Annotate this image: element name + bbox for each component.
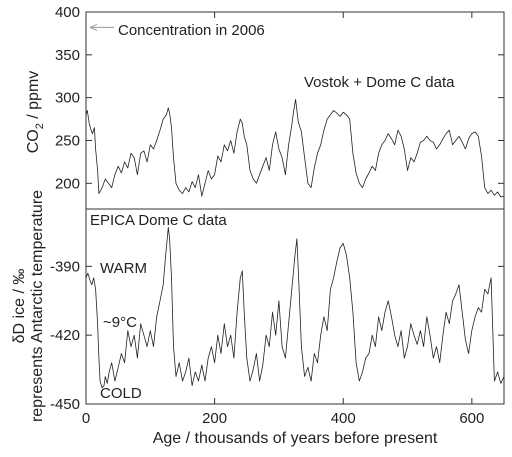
xtick-label: 400 xyxy=(331,410,356,427)
co2-ytick-label: 350 xyxy=(55,47,80,64)
co2-source-label: Vostok + Dome C data xyxy=(304,74,455,91)
co2-series-line xyxy=(85,99,505,198)
cold-label: COLD xyxy=(100,385,142,402)
x-axis-label: Age / thousands of years before present xyxy=(153,430,438,447)
svg-text:CO2 / ppmv: CO2 / ppmv xyxy=(25,71,46,154)
dD-series-line xyxy=(85,226,505,389)
dD-ytick-label: -390 xyxy=(50,258,80,275)
dD-ylabel-line2: represents Antarctic temperature xyxy=(29,190,46,422)
concentration-arrow-head xyxy=(89,23,98,31)
delta-temp-label: ~9°C xyxy=(103,314,137,331)
co2-ylabel: CO2 / ppmv xyxy=(25,71,46,154)
dD-ylabel-line1: δD ice / ‰ xyxy=(11,269,28,344)
concentration-label: Concentration in 2006 xyxy=(118,22,265,39)
co2-ytick-label: 300 xyxy=(55,90,80,107)
co2-ytick-label: 250 xyxy=(55,132,80,149)
xtick-label: 200 xyxy=(202,410,227,427)
co2-ytick-label: 400 xyxy=(55,4,80,21)
dD-source-label: EPICA Dome C data xyxy=(90,212,227,229)
warm-label: WARM xyxy=(100,260,147,277)
co2-panel-frame xyxy=(85,11,505,210)
xtick-label: 600 xyxy=(459,410,484,427)
co2-ytick-label: 200 xyxy=(55,175,80,192)
dD-ytick-label: -450 xyxy=(50,396,80,413)
dD-panel-frame xyxy=(85,208,505,405)
dD-ytick-label: -420 xyxy=(50,327,80,344)
xtick-label: 0 xyxy=(82,410,90,427)
